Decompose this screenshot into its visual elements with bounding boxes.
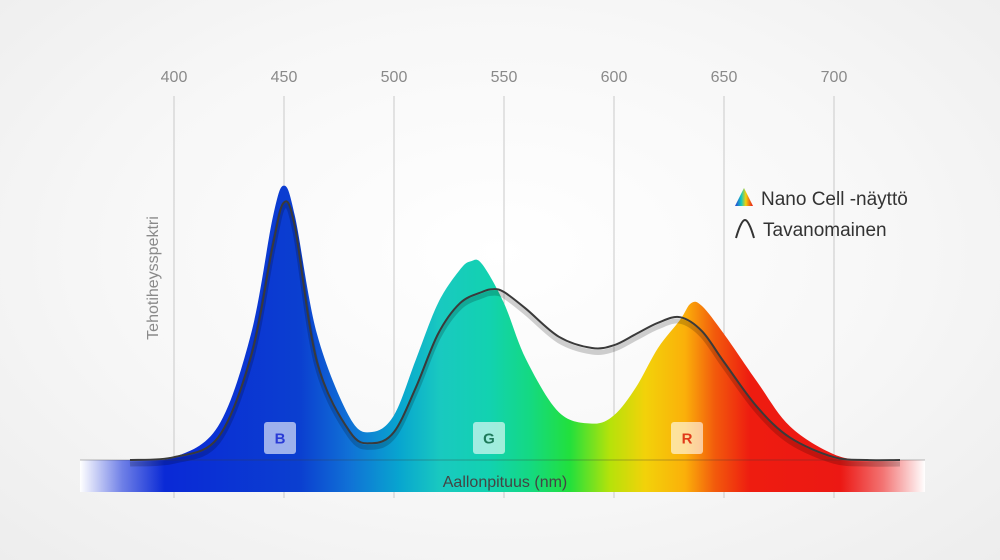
legend: Nano Cell -näyttö Tavanomainen [735,188,908,241]
x-tick-label: 700 [821,69,848,86]
band-badge-b: B [264,422,296,454]
band-badge-box [671,422,703,454]
band-badge-box [473,422,505,454]
curve-outline-icon [735,218,755,239]
band-badge-g: G [473,422,505,454]
band-badge-label: R [682,431,693,448]
x-tick-label: 500 [381,69,408,86]
x-axis-label: Aallonpituus (nm) [443,474,568,491]
band-badge-box [264,422,296,454]
legend-item-conventional: Tavanomainen [763,220,887,241]
conventional-curve-line [129,200,901,462]
x-tick-labels: 400 450 500 550 600 650 700 [161,69,848,86]
x-tick-label: 650 [711,69,738,86]
band-badge-r: R [671,422,703,454]
x-tick-label: 450 [271,69,298,86]
spectrum-strip-fade [80,460,925,492]
nano-cell-spectrum-area [130,185,900,461]
x-tick-label: 550 [491,69,518,86]
grid-lines [173,96,835,498]
band-badge-label: G [483,431,495,448]
y-axis-label: Tehotiheysspektri [145,216,162,340]
legend-item-nano-cell: Nano Cell -näyttö [761,189,908,210]
x-tick-label: 600 [601,69,628,86]
rainbow-triangle-icon [735,188,753,206]
x-tick-label: 400 [161,69,188,86]
band-badge-label: B [275,431,286,448]
